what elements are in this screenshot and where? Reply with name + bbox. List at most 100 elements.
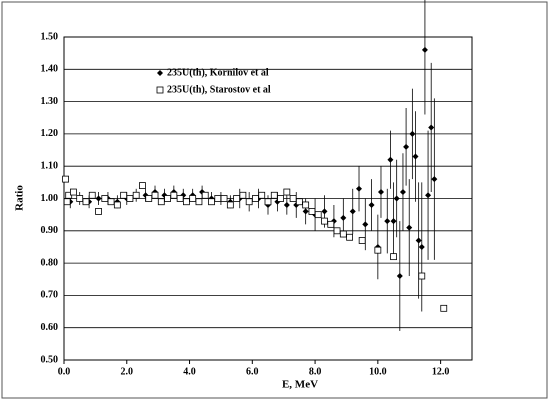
data-point: [358, 237, 366, 244]
data-point: [76, 195, 84, 202]
data-point: [349, 208, 356, 215]
data-point: [321, 217, 328, 225]
data-point: [390, 253, 397, 261]
data-point: [333, 227, 341, 235]
data-point: [412, 153, 419, 160]
data-point: [239, 191, 247, 199]
data-point: [283, 188, 291, 196]
data-point: [396, 273, 403, 280]
data-point: [170, 191, 178, 199]
data-point: [95, 208, 102, 215]
data-point: [403, 143, 410, 150]
x-tick-label: 12.0: [432, 366, 450, 377]
data-point: [164, 195, 171, 202]
data-point: [195, 198, 203, 206]
data-point: [182, 198, 190, 206]
legend-marker: [156, 86, 164, 94]
data-point: [393, 195, 400, 202]
data-point: [226, 201, 234, 209]
data-point: [120, 191, 128, 199]
data-point: [295, 198, 303, 206]
data-point: [308, 208, 316, 215]
x-tick-label: 8.0: [309, 366, 322, 377]
legend-label: 235U(th), Kornilov et al: [167, 67, 269, 78]
data-point: [201, 191, 209, 199]
data-point: [390, 218, 397, 225]
data-point: [252, 195, 259, 202]
data-point: [157, 198, 165, 206]
data-point: [314, 211, 322, 219]
data-point: [421, 46, 428, 53]
data-point: [95, 195, 102, 202]
y-tick-label: 1.30: [41, 96, 59, 107]
data-point: [302, 201, 310, 209]
data-point: [82, 198, 90, 206]
data-point: [245, 198, 253, 206]
data-point: [384, 218, 391, 225]
data-point: [277, 195, 284, 202]
data-point: [339, 230, 347, 238]
y-tick-label: 1.50: [41, 31, 59, 42]
data-point: [107, 198, 115, 206]
data-point: [356, 185, 363, 192]
data-point: [362, 221, 369, 228]
data-point: [220, 195, 228, 202]
y-tick-label: 0.60: [41, 322, 59, 333]
data-point: [406, 224, 413, 231]
y-tick-label: 0.80: [41, 257, 59, 268]
data-point: [132, 191, 140, 199]
data-point: [387, 156, 394, 163]
data-point: [418, 272, 426, 280]
data-point: [377, 189, 384, 196]
data-point: [189, 195, 197, 202]
data-point: [151, 191, 159, 199]
data-point: [270, 191, 278, 199]
data-point: [283, 201, 290, 208]
data-point: [208, 198, 215, 206]
data-point: [63, 198, 71, 206]
data-point: [374, 246, 382, 254]
y-tick-label: 0.70: [41, 290, 59, 301]
legend-marker: [157, 70, 163, 76]
data-point: [176, 195, 184, 202]
data-point: [415, 237, 422, 244]
x-tick-label: 4.0: [183, 366, 196, 377]
data-point: [101, 195, 109, 202]
data-point: [418, 243, 425, 250]
data-point: [264, 198, 272, 206]
x-tick-label: 6.0: [246, 366, 259, 377]
data-point: [440, 304, 448, 312]
data-point: [428, 124, 435, 131]
data-point: [321, 208, 328, 215]
data-point: [340, 214, 347, 221]
x-tick-label: 10.0: [369, 366, 387, 377]
data-point: [88, 191, 96, 199]
data-point: [346, 233, 354, 241]
data-point: [214, 195, 222, 202]
data-point: [399, 189, 406, 196]
data-point: [113, 201, 121, 209]
data-point: [409, 130, 416, 137]
y-tick-label: 1.40: [41, 64, 59, 75]
x-tick-label: 2.0: [121, 366, 134, 377]
y-tick-label: 0.90: [41, 225, 59, 236]
data-point: [302, 208, 309, 215]
data-point: [70, 188, 77, 196]
data-point: [233, 195, 241, 202]
data-point: [145, 195, 153, 202]
y-axis-label: Ratio: [14, 185, 26, 211]
data-point: [425, 192, 432, 199]
legend-label: 235U(th), Starostov et al: [167, 84, 271, 95]
y-tick-label: 1.10: [41, 160, 59, 171]
x-tick-label: 0.0: [58, 366, 71, 377]
data-point: [62, 175, 69, 183]
data-point: [258, 191, 266, 199]
y-tick-label: 0.50: [41, 354, 59, 365]
data-point: [431, 176, 438, 183]
data-point: [368, 201, 375, 208]
data-point: [139, 182, 146, 189]
y-tick-label: 1.00: [41, 193, 59, 204]
